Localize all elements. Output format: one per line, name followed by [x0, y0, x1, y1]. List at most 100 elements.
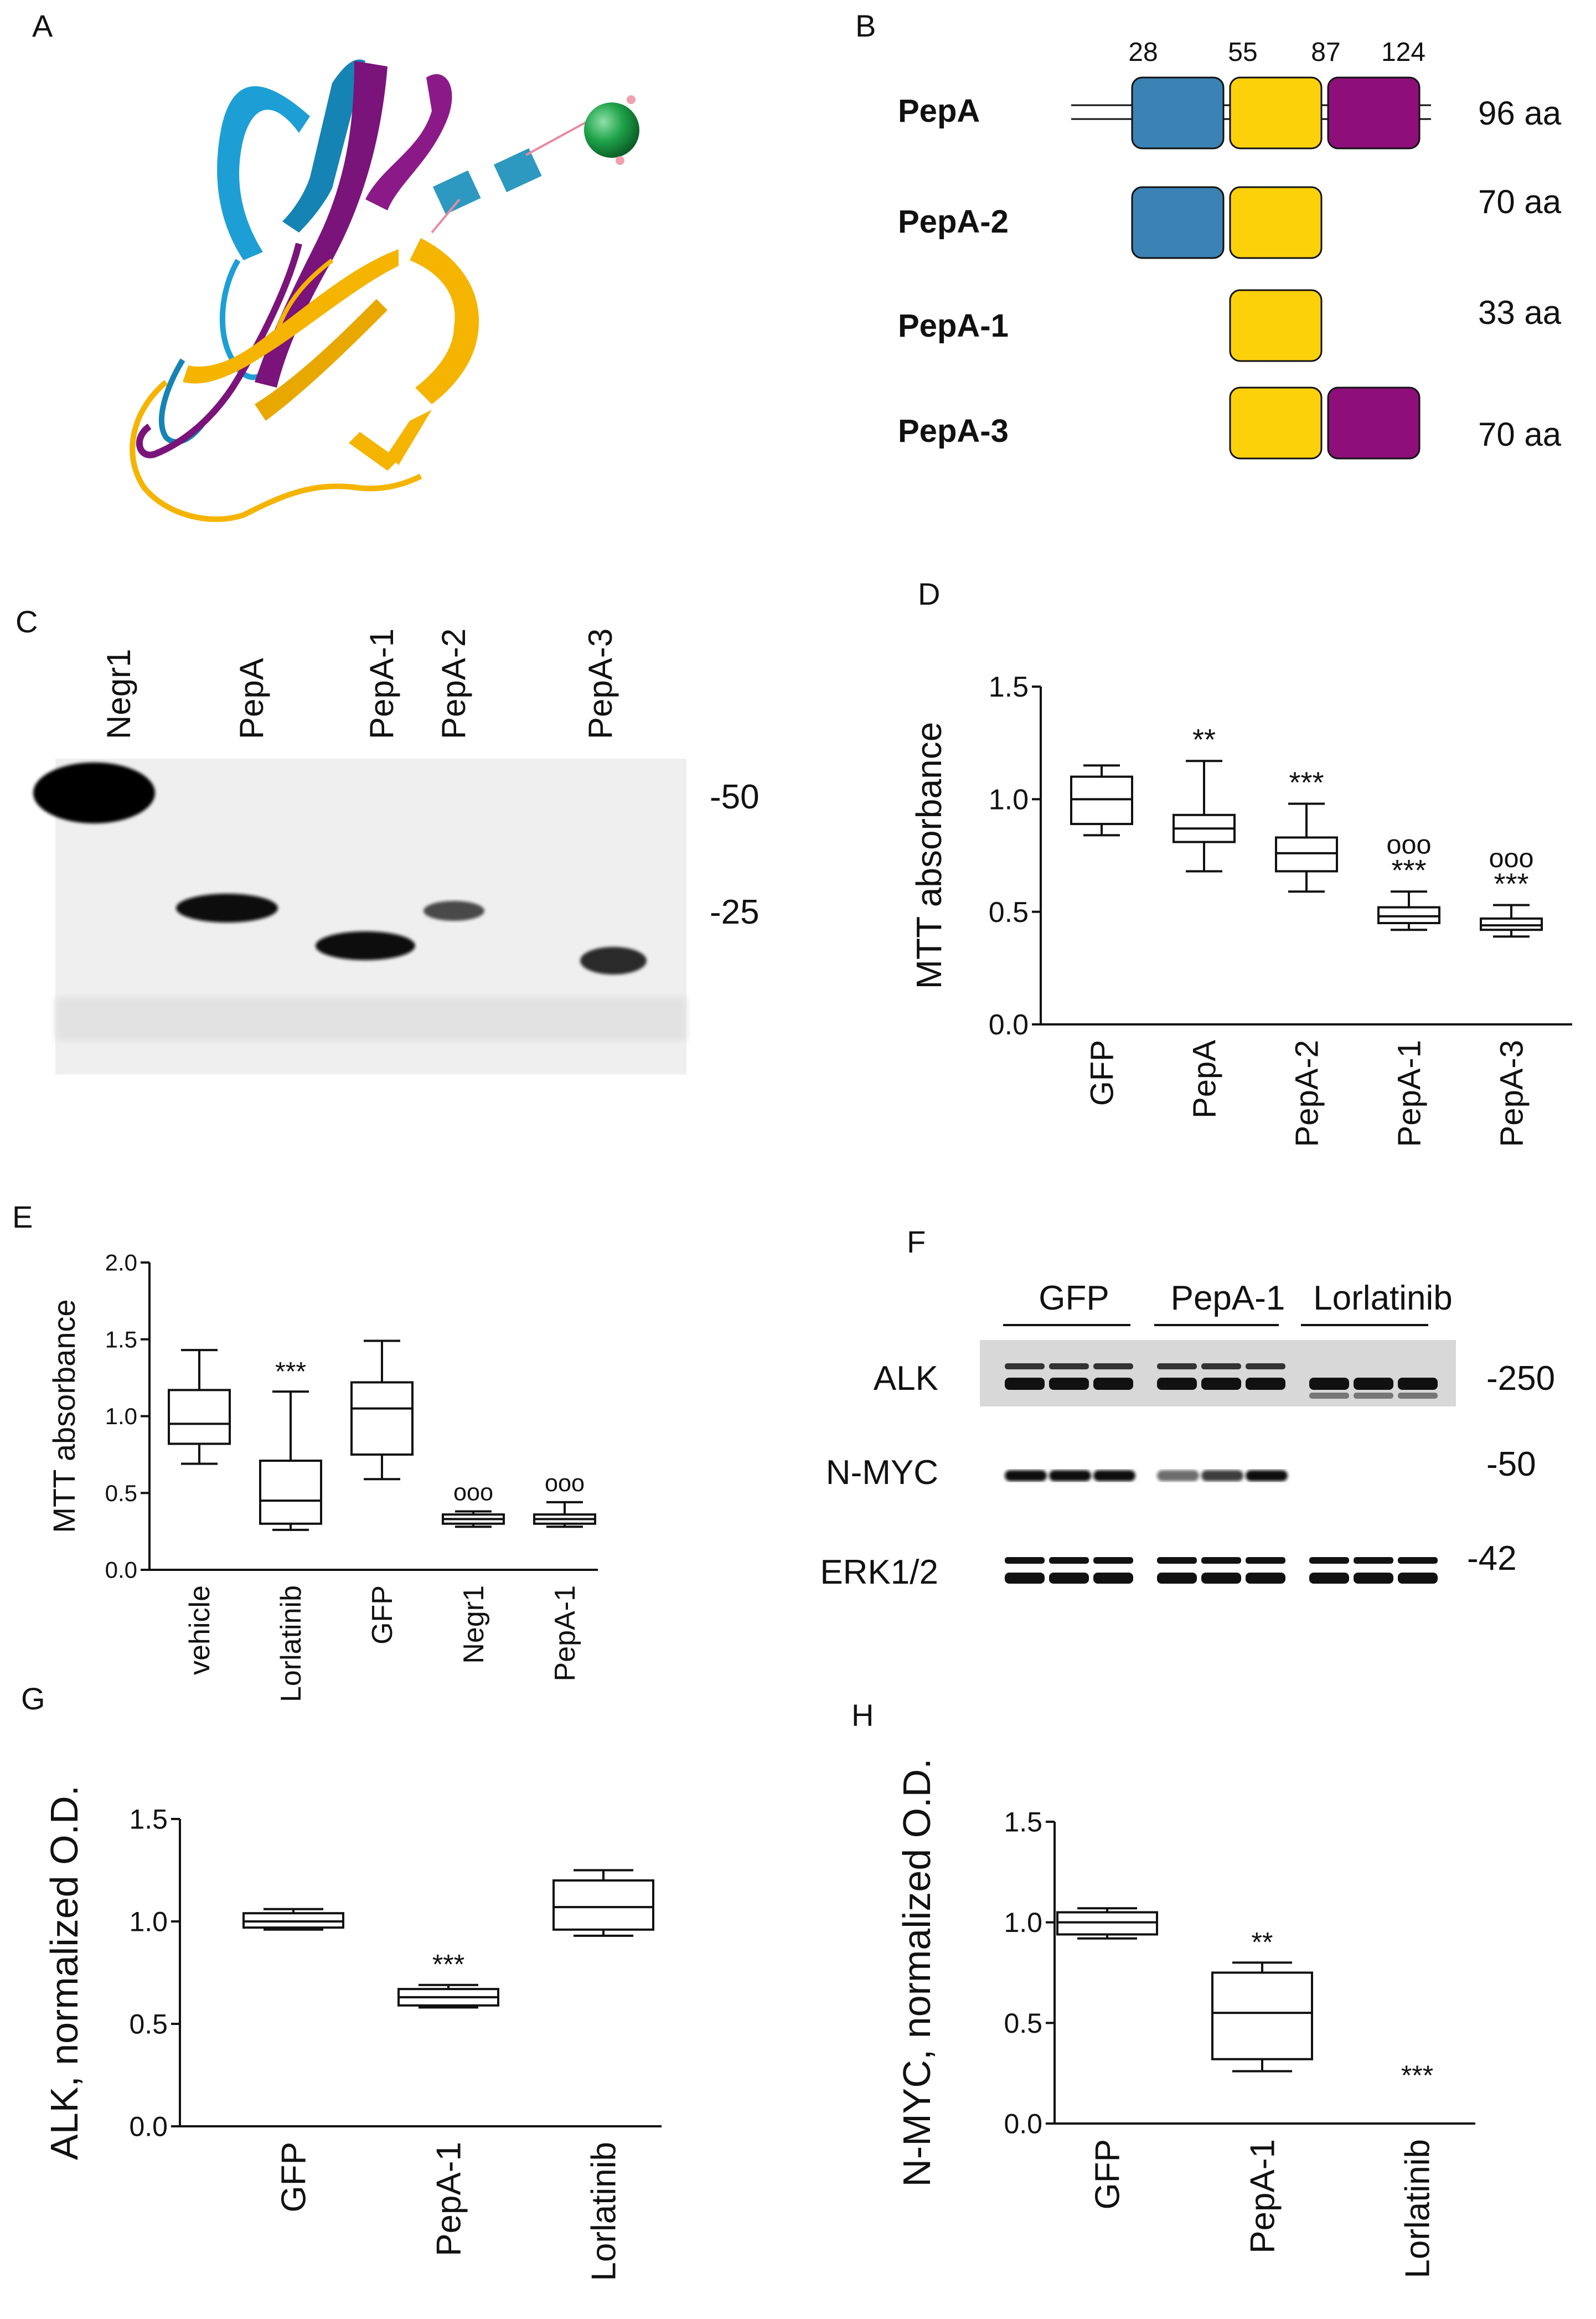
- erk1-band: [1157, 1557, 1197, 1564]
- alk-band-upper: [1049, 1363, 1089, 1369]
- mw-marker: -250: [1486, 1359, 1555, 1398]
- significance-annotation: ***: [1289, 766, 1324, 799]
- alk-band-upper: [1005, 1363, 1045, 1369]
- lane-label: PepA-3: [582, 628, 619, 739]
- erk2-band: [1049, 1573, 1089, 1584]
- erk1-band: [1246, 1557, 1285, 1564]
- erk1-band: [1398, 1557, 1438, 1564]
- alk-band: [1201, 1378, 1241, 1390]
- panel-label-g: G: [21, 1681, 45, 1716]
- y-tick-label: 2.0: [105, 1250, 137, 1276]
- alk-band: [1354, 1378, 1393, 1390]
- iqr-box: [1211, 1971, 1313, 2060]
- domain-block-yellow: [1229, 76, 1323, 150]
- blot-row-label: N-MYC: [826, 1454, 938, 1492]
- significance-annotation: **: [1192, 723, 1216, 756]
- lane-label: PepA-1: [363, 628, 400, 739]
- box-gfp: GFP: [350, 1339, 414, 1645]
- box-vehicle: vehicle: [168, 1349, 231, 1675]
- box-pepa-1: ***ooo PepA-1: [1377, 829, 1440, 1147]
- alk-band-upper: [1354, 1393, 1393, 1399]
- position-124: 124: [1381, 38, 1425, 67]
- y-tick-label: 1.5: [105, 1326, 137, 1352]
- category-label: GFP: [275, 2142, 313, 2212]
- significance-annotation: ooo: [1489, 843, 1533, 873]
- erk2-band: [1246, 1573, 1285, 1584]
- domain-block-yellow: [1229, 386, 1323, 460]
- alk-band: [1157, 1378, 1197, 1390]
- iqr-box: [168, 1389, 231, 1445]
- significance-annotation: ***: [1391, 854, 1426, 887]
- iqr-box: [1480, 917, 1543, 931]
- erk1-band: [1309, 1557, 1349, 1564]
- y-tick-label: 0.5: [1004, 2008, 1042, 2039]
- category-label: PepA-1: [1244, 2139, 1282, 2254]
- panel-label-d: D: [918, 576, 941, 611]
- category-label: PepA-3: [1494, 1040, 1530, 1147]
- alk-band-upper: [1309, 1393, 1349, 1399]
- domain-block-purple: [1327, 76, 1421, 150]
- box-pepa-1: *** PepA-1: [397, 1949, 499, 2256]
- western-blot-f: GFP PepA-1 Lorlatinib ALK N-MYC ERK1/2 -…: [820, 1279, 1555, 1591]
- iqr-box: [1275, 836, 1338, 873]
- alk-band: [1093, 1378, 1133, 1390]
- nmyc-band: [1049, 1470, 1091, 1481]
- box-pepa-1: ** PepA-1: [1211, 1926, 1313, 2254]
- panel-label-f: F: [907, 1224, 926, 1259]
- significance-annotation: **: [1252, 1926, 1273, 1957]
- iqr-box: [1070, 775, 1133, 826]
- group-label: Lorlatinib: [1313, 1279, 1453, 1317]
- box-gfp: GFP: [1070, 764, 1133, 1106]
- erk2-band: [1005, 1573, 1045, 1584]
- y-tick-label: 0.5: [129, 2009, 168, 2040]
- construct-name: PepA-1: [898, 308, 1009, 344]
- category-label: PepA-1: [549, 1585, 581, 1681]
- domain-block-yellow: [1229, 289, 1323, 362]
- alk-band-upper: [1201, 1363, 1241, 1369]
- domain-diagram: 28 55 87 124 PepA 96 aa PepA-2 70 aa Pep…: [898, 38, 1562, 460]
- box-pepa-2: *** PepA-2: [1275, 766, 1338, 1147]
- iqr-box: [552, 1879, 654, 1931]
- box-negr1: ooo Negr1: [442, 1480, 505, 1664]
- box-gfp: GFP: [1056, 1907, 1158, 2209]
- erk2-band: [1093, 1573, 1133, 1584]
- box-gfp: GFP: [242, 1908, 344, 2212]
- y-tick-label: 1.0: [1004, 1907, 1042, 1938]
- construct-length: 33 aa: [1478, 294, 1562, 331]
- significance-annotation: ooo: [545, 1470, 585, 1497]
- box-lorlatinib: *** Lorlatinib: [1399, 2060, 1437, 2279]
- erk2-band: [1201, 1573, 1241, 1584]
- band-negr1: [33, 762, 155, 823]
- group-label: PepA-1: [1171, 1279, 1285, 1317]
- domain-block-yellow: [1229, 186, 1323, 259]
- y-tick-label: 0.0: [129, 2111, 168, 2142]
- erk1-band: [1049, 1557, 1089, 1564]
- category-label: Lorlatinib: [275, 1585, 307, 1702]
- category-label: Negr1: [458, 1585, 490, 1664]
- alk-band: [1398, 1378, 1438, 1390]
- group-label: GFP: [1039, 1279, 1109, 1317]
- band-pepa: [176, 894, 278, 923]
- lane-label: PepA: [233, 658, 270, 739]
- lane-label: Negr1: [100, 649, 137, 739]
- domain-block-blue: [1131, 76, 1225, 150]
- y-axis-label: MTT absorbance: [47, 1299, 81, 1533]
- erk1-band: [1354, 1557, 1393, 1564]
- significance-annotation: ***: [1494, 867, 1528, 900]
- erk2-band: [1398, 1573, 1438, 1584]
- box-lorlatinib: Lorlatinib: [552, 1869, 654, 2281]
- significance-annotation: ***: [275, 1357, 306, 1387]
- iqr-box: [1377, 906, 1440, 924]
- construct-length: 70 aa: [1478, 183, 1562, 220]
- y-tick-label: 1.0: [129, 1906, 168, 1937]
- lane-label: PepA-2: [435, 628, 472, 739]
- construct-length: 70 aa: [1478, 416, 1562, 453]
- erk1-band: [1201, 1557, 1241, 1564]
- category-label: PepA-1: [1391, 1040, 1427, 1147]
- nmyc-band: [1093, 1470, 1135, 1481]
- mw-marker: -50: [1486, 1445, 1536, 1483]
- box-plots: 0.0 0.5 1.0 1.5 MTT absorbance GFP ** PepA *** Pe…: [43, 671, 1572, 2281]
- category-label: vehicle: [184, 1585, 216, 1675]
- mw-marker: -50: [710, 778, 760, 816]
